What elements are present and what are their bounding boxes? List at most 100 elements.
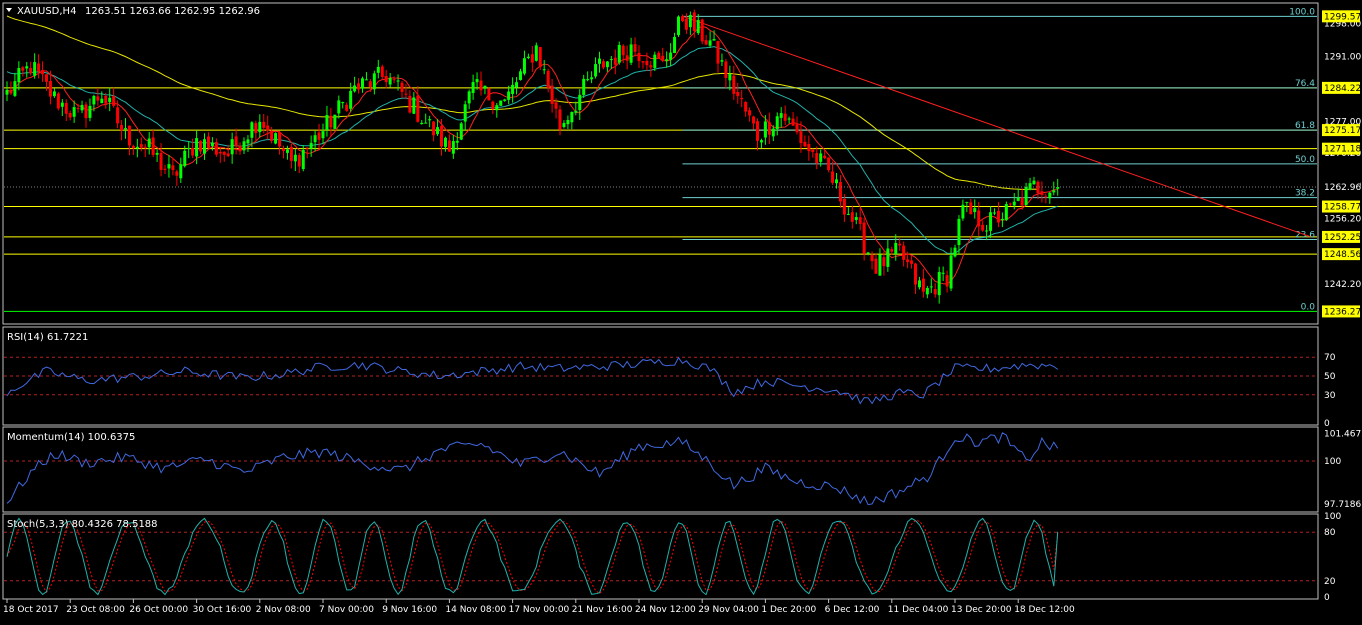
candle-body bbox=[56, 93, 60, 109]
candle-body bbox=[941, 272, 945, 274]
candle-body bbox=[534, 45, 538, 61]
price-axis-tick: 1291.00 bbox=[1324, 52, 1361, 62]
candle-body bbox=[791, 118, 795, 126]
candle-body bbox=[25, 66, 29, 69]
candle-body bbox=[673, 36, 677, 53]
candle-body bbox=[874, 258, 878, 274]
candle-body bbox=[708, 40, 712, 46]
rsi-pane-frame bbox=[2, 326, 1319, 426]
candle-body bbox=[179, 164, 183, 179]
candle-body bbox=[349, 90, 353, 109]
candle-body bbox=[432, 121, 436, 136]
price-tag-label: 1258.77 bbox=[1324, 203, 1361, 213]
time-axis: 18 Oct 2017 23 Oct 08:00 26 Oct 00:00 30 Oc… bbox=[3, 599, 1075, 615]
candle-body bbox=[775, 116, 779, 130]
candle-body bbox=[914, 263, 917, 285]
price-tag-label: 1248.56 bbox=[1324, 250, 1361, 260]
candle-body bbox=[250, 122, 254, 138]
candle-body bbox=[752, 116, 756, 124]
trendline[interactable] bbox=[682, 15, 1311, 238]
stoch-axis-tick: 20 bbox=[1324, 577, 1336, 587]
candle-body bbox=[124, 128, 127, 130]
price-pane-frame bbox=[2, 2, 1319, 325]
candle-body bbox=[297, 155, 301, 167]
candle-body bbox=[700, 19, 704, 42]
candle-body bbox=[519, 71, 522, 80]
candle-body bbox=[783, 113, 787, 121]
candle-body bbox=[45, 74, 48, 82]
momentum-axis-tick: 97.7186 bbox=[1324, 500, 1361, 510]
candle-body bbox=[937, 272, 941, 296]
candle-body bbox=[222, 151, 226, 155]
candle-body bbox=[748, 110, 752, 116]
candle-body bbox=[795, 124, 799, 133]
candle-body bbox=[210, 142, 214, 147]
candle-body bbox=[396, 80, 400, 82]
candle-body bbox=[993, 212, 996, 214]
candle-body bbox=[48, 81, 52, 97]
candle-body bbox=[787, 118, 791, 120]
candle-body bbox=[361, 78, 364, 89]
momentum-axis-tick: 101.4675 bbox=[1324, 429, 1362, 439]
stoch-axis-tick: 100 bbox=[1324, 512, 1341, 522]
candle-body bbox=[925, 287, 929, 295]
candle-body bbox=[84, 104, 88, 119]
candle-body bbox=[52, 91, 56, 97]
candle-body bbox=[767, 122, 771, 135]
candle-body bbox=[100, 98, 104, 104]
candle-body bbox=[566, 120, 570, 125]
candle-body bbox=[625, 55, 629, 61]
candle-body bbox=[368, 81, 372, 87]
candle-body bbox=[594, 64, 598, 77]
candle-body bbox=[554, 102, 558, 109]
candle-body bbox=[218, 151, 222, 154]
candle-body bbox=[906, 259, 910, 263]
candle-body bbox=[771, 128, 775, 137]
candle-body bbox=[384, 75, 388, 83]
candle-body bbox=[680, 16, 684, 22]
candle-body bbox=[60, 102, 64, 107]
candle-body bbox=[104, 95, 108, 104]
candle-body bbox=[811, 149, 815, 153]
candle-body bbox=[649, 65, 653, 68]
menu-triangle-icon[interactable] bbox=[6, 8, 12, 12]
price-axis-tick: 1277.00 bbox=[1324, 118, 1361, 128]
time-axis-label: 7 Nov 00:00 bbox=[319, 605, 374, 615]
rsi-axis-tick: 50 bbox=[1324, 372, 1336, 382]
candle-body bbox=[167, 164, 171, 169]
candle-body bbox=[704, 40, 708, 45]
candle-body bbox=[522, 58, 526, 74]
candle-body bbox=[546, 70, 550, 88]
candle-body bbox=[282, 148, 285, 151]
candle-body bbox=[116, 107, 120, 124]
candle-body bbox=[878, 254, 882, 276]
candle-body bbox=[80, 104, 84, 111]
time-axis-label: 29 Nov 04:00 bbox=[698, 605, 759, 615]
candle-body bbox=[957, 218, 961, 246]
candle-body bbox=[1004, 204, 1008, 220]
candle-body bbox=[653, 54, 657, 68]
candle-body bbox=[949, 255, 953, 289]
candle-body bbox=[412, 97, 416, 114]
candle-body bbox=[578, 94, 582, 111]
candle-body bbox=[357, 83, 361, 90]
candle-body bbox=[661, 55, 665, 61]
candle-body bbox=[736, 92, 740, 97]
candle-body bbox=[214, 142, 218, 155]
time-axis-label: 1 Dec 20:00 bbox=[761, 605, 816, 615]
time-axis-label: 11 Dec 04:00 bbox=[888, 605, 949, 615]
time-axis-label: 26 Oct 00:00 bbox=[129, 605, 188, 615]
candle-body bbox=[538, 47, 542, 67]
candle-body bbox=[921, 278, 925, 292]
price-tag-box bbox=[1322, 248, 1360, 261]
candle-body bbox=[242, 141, 246, 151]
candle-body bbox=[293, 154, 297, 162]
candle-body bbox=[120, 125, 124, 131]
stoch-pane: 100 80 20 0 bbox=[4, 512, 1341, 603]
candle-body bbox=[163, 168, 167, 170]
rsi-line bbox=[6, 356, 1058, 405]
candle-body bbox=[835, 179, 838, 184]
candle-body bbox=[183, 150, 187, 167]
